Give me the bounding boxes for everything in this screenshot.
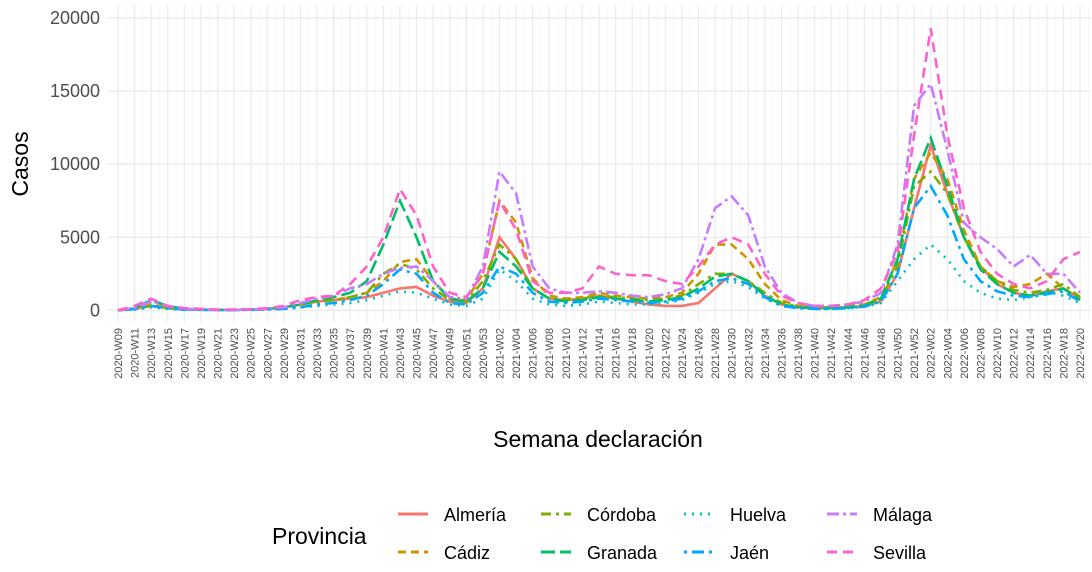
x-tick-label: 2020-W49: [445, 328, 457, 379]
x-tick-label: 2021-W28: [710, 328, 722, 379]
grid: [108, 5, 1090, 322]
x-tick-label: 2021-W48: [876, 328, 888, 379]
x-tick-label: 2020-W51: [461, 328, 473, 379]
x-tick-label: 2022-W10: [992, 328, 1004, 379]
x-tick-label: 2021-W40: [810, 328, 822, 379]
series-line: [117, 28, 1081, 312]
x-axis-title: Semana declaración: [493, 426, 703, 452]
legend-label: Almería: [444, 505, 507, 525]
x-tick-label: 2021-W46: [859, 328, 871, 379]
legend-label: Sevilla: [873, 543, 927, 563]
x-tick-label: 2022-W08: [975, 328, 987, 379]
y-axis-title: Casos: [7, 131, 33, 196]
x-tick-label: 2021-W06: [528, 328, 540, 379]
x-tick-label: 2022-W04: [942, 328, 954, 379]
x-tick-label: 2020-W23: [229, 328, 241, 379]
x-tick-label: 2020-W17: [179, 328, 191, 379]
legend-label: Huelva: [730, 505, 787, 525]
x-tick-label: 2022-W02: [926, 328, 938, 379]
x-tick-label: 2021-W42: [826, 328, 838, 379]
x-tick-label: 2020-W21: [213, 328, 225, 379]
legend-label: Jaén: [730, 543, 769, 563]
y-tick-label: 20000: [50, 8, 100, 28]
x-tick-label: 2021-W10: [561, 328, 573, 379]
x-tick-label: 2020-W29: [279, 328, 291, 379]
x-tick-label: 2020-W15: [163, 328, 175, 379]
x-tick-label: 2021-W44: [843, 328, 855, 379]
x-tick-label: 2021-W38: [793, 328, 805, 379]
x-tick-label: 2020-W09: [113, 328, 125, 379]
x-tick-label: 2022-W14: [1025, 328, 1037, 379]
x-tick-label: 2020-W25: [246, 328, 258, 379]
x-tick-label: 2020-W35: [329, 328, 341, 379]
x-tick-label: 2020-W41: [378, 328, 390, 379]
x-tick-label: 2020-W47: [428, 328, 440, 379]
x-tick-label: 2021-W26: [694, 328, 706, 379]
x-tick-label: 2020-W53: [478, 328, 490, 379]
x-tick-label: 2021-W20: [644, 328, 656, 379]
y-tick-label: 15000: [50, 81, 100, 101]
x-tick-label: 2022-W20: [1075, 328, 1087, 379]
x-tick-label: 2021-W22: [660, 328, 672, 379]
x-tick-label: 2021-W52: [909, 328, 921, 379]
x-tick-label: 2022-W16: [1042, 328, 1054, 379]
x-tick-label: 2021-W36: [776, 328, 788, 379]
legend-title: Provincia: [272, 523, 367, 549]
x-tick-label: 2021-W08: [544, 328, 556, 379]
x-tick-label: 2021-W24: [677, 328, 689, 379]
x-tick-label: 2021-W18: [627, 328, 639, 379]
x-tick-label: 2020-W39: [362, 328, 374, 379]
series-line: [117, 169, 1081, 312]
y-tick-label: 0: [90, 300, 100, 320]
x-tick-label: 2021-W04: [511, 328, 523, 379]
x-tick-label: 2020-W27: [262, 328, 274, 379]
x-tick-label: 2022-W12: [1009, 328, 1021, 379]
x-tick-label: 2020-W13: [146, 328, 158, 379]
x-tick-label: 2021-W50: [893, 328, 905, 379]
x-tick-label: 2020-W43: [395, 328, 407, 379]
x-tick-label: 2020-W33: [312, 328, 324, 379]
y-tick-label: 10000: [50, 154, 100, 174]
x-tick-label: 2021-W16: [611, 328, 623, 379]
x-tick-label: 2020-W45: [412, 328, 424, 379]
legend-label: Cádiz: [444, 543, 490, 563]
legend-label: Málaga: [873, 505, 933, 525]
x-tick-label: 2021-W12: [577, 328, 589, 379]
x-tick-label: 2021-W02: [494, 328, 506, 379]
x-tick-label: 2021-W14: [594, 328, 606, 379]
legend-label: Granada: [587, 543, 658, 563]
x-tick-label: 2021-W30: [727, 328, 739, 379]
x-tick-label: 2021-W32: [743, 328, 755, 379]
x-tick-label: 2022-W18: [1058, 328, 1070, 379]
x-tick-label: 2020-W11: [130, 328, 142, 378]
x-tick-label: 2020-W19: [196, 328, 208, 379]
y-tick-label: 5000: [60, 227, 100, 247]
x-tick-label: 2020-W37: [345, 328, 357, 379]
x-tick-label: 2020-W31: [295, 328, 307, 379]
x-tick-label: 2021-W34: [760, 328, 772, 379]
legend-label: Córdoba: [587, 505, 657, 525]
x-tick-label: 2022-W06: [959, 328, 971, 379]
